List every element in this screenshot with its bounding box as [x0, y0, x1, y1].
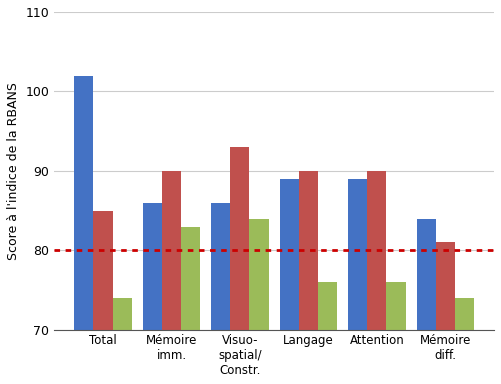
Bar — [113, 298, 132, 330]
Bar — [93, 211, 113, 330]
Bar — [181, 227, 200, 330]
Bar — [386, 282, 406, 330]
Bar — [299, 171, 318, 330]
Y-axis label: Score à l'indice de la RBANS: Score à l'indice de la RBANS — [7, 82, 20, 260]
Bar — [249, 218, 269, 330]
Bar — [455, 298, 474, 330]
Bar — [318, 282, 337, 330]
Bar — [367, 171, 386, 330]
Bar — [211, 203, 230, 330]
Bar — [416, 218, 436, 330]
Bar — [280, 179, 299, 330]
Bar — [436, 242, 455, 330]
Bar — [348, 179, 367, 330]
Bar — [143, 203, 162, 330]
Bar — [74, 76, 93, 330]
Bar — [230, 147, 249, 330]
Bar — [162, 171, 181, 330]
